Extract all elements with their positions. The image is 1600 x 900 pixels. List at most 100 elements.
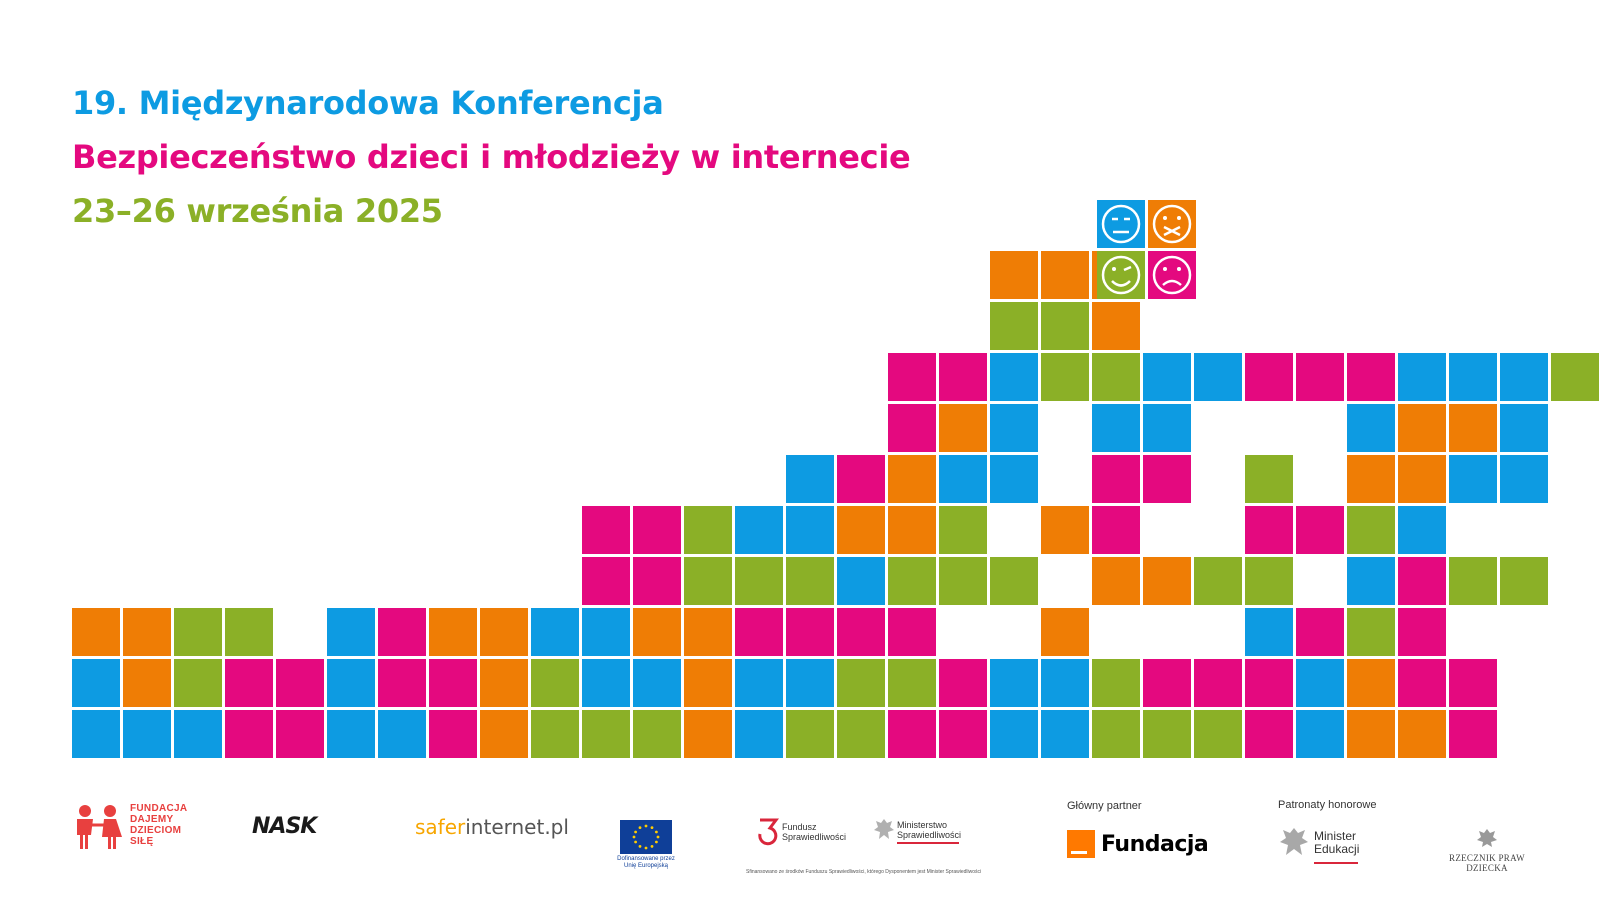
mosaic-tile-green xyxy=(1347,608,1395,656)
mosaic-tile-blue xyxy=(990,353,1038,401)
mosaic-tile-green xyxy=(1092,659,1140,707)
mouth-taped-face-icon xyxy=(1148,200,1196,248)
mosaic-tile-green xyxy=(837,659,885,707)
mosaic-tile-magenta xyxy=(1347,353,1395,401)
mosaic-tile-magenta xyxy=(378,659,426,707)
mosaic-tile-green xyxy=(1092,353,1140,401)
mosaic-tile-orange xyxy=(1041,608,1089,656)
conference-dates: 23–26 września 2025 xyxy=(72,192,443,230)
mosaic-tile-orange xyxy=(1347,710,1395,758)
mosaic-tile-blue xyxy=(1296,710,1344,758)
minister-edukacji-name: Minister Edukacji xyxy=(1314,829,1360,856)
mosaic-tile-magenta xyxy=(582,557,630,605)
mosaic-tile-magenta xyxy=(888,404,936,452)
mosaic-tile-magenta xyxy=(225,659,273,707)
mosaic-tile-magenta xyxy=(225,710,273,758)
mosaic-tile-blue xyxy=(72,710,120,758)
mosaic-tile-magenta xyxy=(429,710,477,758)
saferinternet-logo[interactable]: saferinternet.pl xyxy=(415,815,569,839)
sad-face-icon xyxy=(1148,251,1196,299)
mosaic-tile-blue xyxy=(1449,353,1497,401)
mosaic-tile-blue xyxy=(1296,659,1344,707)
mosaic-tile-green xyxy=(939,557,987,605)
mosaic-tile-green xyxy=(1347,506,1395,554)
mosaic-tile-orange xyxy=(1092,557,1140,605)
financing-note: Sfinansowano ze środków Funduszu Sprawie… xyxy=(746,869,982,875)
conference-subtitle: Bezpieczeństwo dzieci i młodzieży w inte… xyxy=(72,138,911,176)
mosaic-tile-orange xyxy=(990,251,1038,299)
mosaic-tile-magenta xyxy=(1398,608,1446,656)
mosaic-tile-blue xyxy=(735,710,783,758)
mosaic-tile-orange xyxy=(1449,404,1497,452)
mosaic-tile-green xyxy=(786,710,834,758)
mosaic-tile-blue xyxy=(123,710,171,758)
mosaic-tile-green xyxy=(1143,710,1191,758)
mosaic-tile-blue xyxy=(939,455,987,503)
nask-logo[interactable]: NASK xyxy=(252,814,317,839)
fundusz-emblem-icon xyxy=(758,818,779,846)
mosaic-tile-blue xyxy=(735,506,783,554)
eagle-emblem-icon xyxy=(874,819,894,839)
mosaic-tile-magenta xyxy=(1449,710,1497,758)
mosaic-tile-blue xyxy=(1449,455,1497,503)
mosaic-tile-magenta xyxy=(1296,608,1344,656)
mosaic-tile-magenta xyxy=(1449,659,1497,707)
mosaic-tile-magenta xyxy=(786,608,834,656)
mosaic-tile-blue xyxy=(990,455,1038,503)
rpd-logo[interactable]: RZECZNIK PRAW DZIECKA xyxy=(1432,828,1542,873)
red-underline xyxy=(897,842,959,844)
mosaic-tile-orange xyxy=(429,608,477,656)
mosaic-tile-green xyxy=(531,659,579,707)
mosaic-tile-orange xyxy=(1398,455,1446,503)
mosaic-tile-magenta xyxy=(276,710,324,758)
mosaic-tile-orange xyxy=(480,710,528,758)
mosaic-tile-blue xyxy=(174,710,222,758)
mosaic-tile-orange xyxy=(1398,710,1446,758)
mosaic-tile-magenta xyxy=(1143,455,1191,503)
mosaic-tile-blue xyxy=(786,506,834,554)
mosaic-tile-magenta xyxy=(633,506,681,554)
children-figures-icon xyxy=(77,805,122,849)
mosaic-tile-green xyxy=(1194,710,1242,758)
mosaic-tile-green xyxy=(1245,455,1293,503)
conference-header: 19. Międzynarodowa Konferencja Bezpiecze… xyxy=(72,76,911,238)
mosaic-tile-green xyxy=(990,302,1038,350)
mosaic-tile-blue xyxy=(1347,404,1395,452)
mosaic-tile-magenta xyxy=(1245,659,1293,707)
eu-flag-icon xyxy=(620,820,672,854)
conference-title: 19. Międzynarodowa Konferencja xyxy=(72,84,664,122)
mosaic-tile-orange xyxy=(939,404,987,452)
mosaic-tile-orange xyxy=(1041,251,1089,299)
mosaic-tile-magenta xyxy=(888,608,936,656)
mosaic-tile-magenta xyxy=(1245,506,1293,554)
mosaic-tile-orange xyxy=(123,608,171,656)
mosaic-tile-blue xyxy=(327,608,375,656)
mosaic-tile-green xyxy=(1194,557,1242,605)
mosaic-tile-magenta xyxy=(633,557,681,605)
mosaic-tile-magenta xyxy=(1398,557,1446,605)
mosaic-tile-magenta xyxy=(1398,659,1446,707)
mosaic-tile-green xyxy=(174,659,222,707)
fdds-logo[interactable]: FUNDACJA DAJEMY DZIECIOM SIŁĘ xyxy=(72,803,202,853)
partner-logo[interactable]: Fundacja xyxy=(1067,830,1209,858)
emoji-cluster xyxy=(1097,200,1196,299)
mosaic-tile-blue xyxy=(72,659,120,707)
mosaic-tile-green xyxy=(990,557,1038,605)
mosaic-tile-blue xyxy=(1041,659,1089,707)
mosaic-tile-magenta xyxy=(1092,506,1140,554)
mosaic-tile-blue xyxy=(990,710,1038,758)
mosaic-tile-blue xyxy=(531,608,579,656)
mosaic-tile-green xyxy=(531,710,579,758)
mosaic-tile-green xyxy=(1092,710,1140,758)
mosaic-tile-magenta xyxy=(1194,659,1242,707)
eu-logo[interactable]: Dofinansowane przez Unię Europejską xyxy=(617,820,681,870)
mosaic-tile-green xyxy=(837,710,885,758)
rpd-name: RZECZNIK PRAW DZIECKA xyxy=(1449,853,1525,873)
mosaic-tile-orange xyxy=(1143,557,1191,605)
mosaic-tile-magenta xyxy=(1245,710,1293,758)
mosaic-tile-orange xyxy=(1347,455,1395,503)
mosaic-tile-orange xyxy=(480,608,528,656)
mosaic-tile-orange xyxy=(837,506,885,554)
fundusz-name: Fundusz Sprawiedliwości xyxy=(782,822,847,842)
